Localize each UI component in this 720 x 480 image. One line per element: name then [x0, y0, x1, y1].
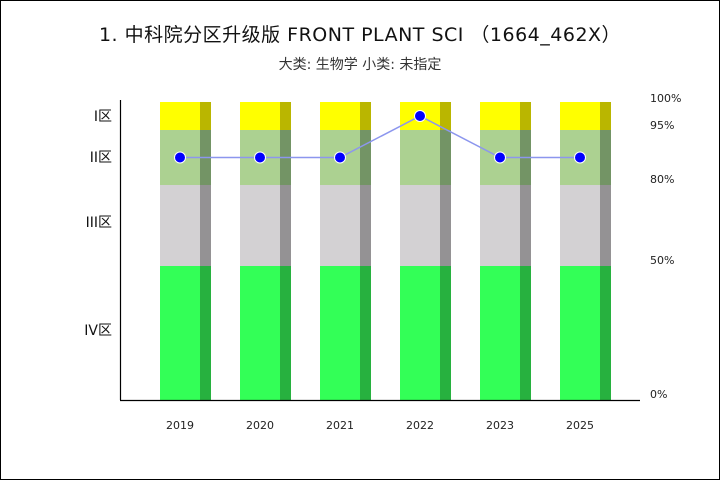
x-tick-label: 2019: [166, 419, 194, 432]
bar-segment-side: [440, 185, 451, 266]
data-point: [254, 151, 266, 164]
y-axis-percent-label: 100%: [650, 92, 681, 105]
bar-segment-side: [440, 130, 451, 185]
bar-segment: [560, 185, 600, 266]
bar-segment-side: [360, 185, 371, 266]
bar-segment: [240, 266, 280, 400]
chart-subtitle: 大类: 生物学 小类: 未指定: [278, 57, 442, 73]
y-axis-zone-label: III区: [86, 215, 112, 231]
x-tick-label: 2021: [326, 419, 354, 432]
bar-segment: [480, 266, 520, 400]
data-point: [414, 110, 426, 122]
bar-segment: [320, 102, 360, 130]
bar-segment: [400, 185, 440, 266]
x-tick-label: 2022: [406, 419, 434, 432]
bar-segment-side: [600, 102, 611, 130]
bar-segment: [560, 102, 600, 130]
bar-segment: [160, 102, 200, 130]
chart-title: 1. 中科院分区升级版 FRONT PLANT SCI （1664_462X）: [98, 24, 622, 46]
y-axis-percent-label: 0%: [650, 388, 667, 401]
bar-segment-side: [200, 102, 211, 130]
bar-segment: [160, 266, 200, 400]
bar-segment-side: [520, 102, 531, 130]
y-axis-percent-label: 95%: [650, 119, 674, 132]
bar-segment: [560, 266, 600, 400]
y-axis-percent-label: 50%: [650, 254, 674, 267]
y-axis-zone-label: IV区: [84, 323, 112, 339]
data-point: [574, 151, 586, 164]
bar-segment-side: [360, 102, 371, 130]
bar-segment: [400, 130, 440, 185]
data-point: [494, 151, 506, 164]
x-tick-label: 2020: [246, 419, 274, 432]
bar-segment-side: [520, 266, 531, 400]
bar-segment: [480, 102, 520, 130]
data-point: [334, 151, 346, 164]
x-tick-label: 2023: [486, 419, 514, 432]
bar-segment: [160, 185, 200, 266]
y-axis-zone-label: I区: [94, 109, 112, 125]
bar-segment-side: [360, 130, 371, 185]
bar-segment: [320, 266, 360, 400]
bar-segment-side: [280, 102, 291, 130]
bar-segment-side: [360, 266, 371, 400]
bar-segment-side: [600, 130, 611, 185]
bar-segment: [240, 185, 280, 266]
bar-segment-side: [520, 185, 531, 266]
bar-segment-side: [440, 266, 451, 400]
bar-segment-side: [200, 185, 211, 266]
bar-segment: [320, 185, 360, 266]
bar-segment: [240, 102, 280, 130]
y-axis-percent-label: 80%: [650, 173, 674, 186]
x-tick-label: 2025: [566, 419, 594, 432]
bar-segment: [480, 185, 520, 266]
bar-segment-side: [600, 185, 611, 266]
trend-line: [180, 115, 580, 159]
bar-segment-side: [440, 102, 451, 130]
y-axis-zone-label: II区: [90, 150, 112, 166]
data-point: [174, 151, 186, 164]
bar-segment-side: [280, 185, 291, 266]
bar-segment-side: [200, 266, 211, 400]
bar-segment: [400, 266, 440, 400]
bar-segment-side: [280, 266, 291, 400]
bar-segment-side: [600, 266, 611, 400]
